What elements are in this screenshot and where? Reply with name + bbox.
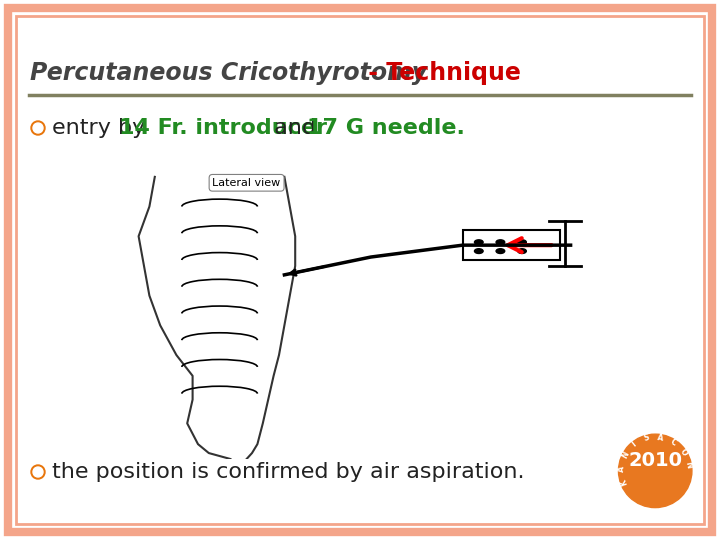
FancyBboxPatch shape (8, 8, 712, 532)
Text: N: N (683, 461, 693, 469)
Circle shape (33, 123, 43, 133)
Text: 2010: 2010 (628, 450, 683, 470)
Circle shape (618, 434, 692, 508)
Text: A: A (657, 433, 664, 442)
Circle shape (474, 240, 483, 245)
Circle shape (33, 467, 43, 477)
Text: 14 Fr. introducer: 14 Fr. introducer (119, 118, 327, 138)
Text: - Technique: - Technique (360, 61, 521, 85)
Text: A: A (617, 465, 626, 472)
Circle shape (496, 249, 505, 253)
Text: N: N (620, 450, 631, 460)
Text: I: I (630, 440, 638, 449)
Text: Percutaneous Cricothyrotomy: Percutaneous Cricothyrotomy (30, 61, 427, 85)
Circle shape (518, 240, 526, 245)
Text: and: and (267, 118, 323, 138)
Circle shape (31, 465, 45, 479)
Text: 17 G needle.: 17 G needle. (307, 118, 465, 138)
Text: Lateral view: Lateral view (212, 178, 281, 188)
Text: entry by: entry by (52, 118, 153, 138)
Text: the position is confirmed by air aspiration.: the position is confirmed by air aspirat… (52, 462, 524, 482)
Text: C: C (668, 437, 678, 448)
Circle shape (496, 240, 505, 245)
FancyBboxPatch shape (16, 16, 704, 524)
Circle shape (518, 249, 526, 253)
Text: S: S (643, 433, 650, 443)
Circle shape (31, 121, 45, 135)
FancyArrowPatch shape (508, 238, 552, 252)
Text: K: K (618, 478, 629, 487)
Circle shape (474, 249, 483, 253)
Text: O: O (678, 447, 689, 457)
FancyBboxPatch shape (463, 230, 560, 260)
